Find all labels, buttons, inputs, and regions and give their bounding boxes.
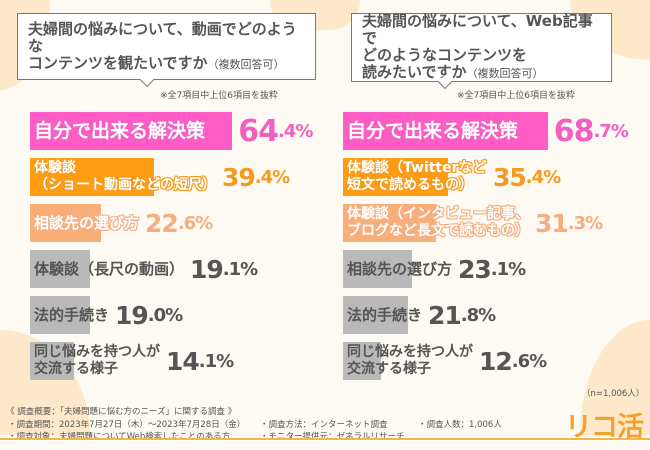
value-label: 19.0% [115,300,183,330]
bar-row: 体験談 （ショート動画などの短尺） 39.4% [30,158,290,196]
value-label: 39.4% [222,162,290,192]
value-label: 23.1% [458,254,526,284]
bar-row: 体験談（インタビュー記事、 ブログなど長文で読むもの） 31.3% [343,204,603,242]
category-label: 相談先の選び方 [34,213,140,232]
footer-title: 《 調査概要：「夫婦問題に悩む方のニーズ」に関する調査 》 [6,407,237,417]
value-label: 35.4% [493,162,561,192]
bar [343,342,381,380]
value-label: 31.3% [535,208,603,238]
footer-line [0,438,650,440]
category-label: 同じ悩みを持つ人が 交流する様子 [34,344,160,377]
bar [343,158,449,196]
bar-row: 体験談（Twitterなど 短文で読めるもの） 35.4% [343,158,561,196]
question-note: （複数回答可） [207,57,285,71]
bar-row: 相談先の選び方 23.1% [343,250,526,288]
category-label: 自分で出来る解決策 [34,119,206,142]
category-label: 体験談（長尺の動画） [34,259,185,278]
bar [30,112,233,150]
bar [30,204,101,242]
question-box-left: 夫婦間の悩みについて、動画でどのような コンテンツを観たいですか（複数回答可） [17,13,316,80]
bar-row: 自分で出来る解決策 68.7% [343,112,629,150]
bar [30,342,75,380]
category-label: 自分で出来る解決策 [347,119,519,142]
category-label: 相談先の選び方 [347,259,453,278]
bar-row: 法的手続き 19.0% [30,296,183,334]
question-line: 夫婦間の悩みについて、Web記事で [362,12,593,47]
bar-row: 体験談（長尺の動画） 19.1% [30,250,258,288]
footer-provider: ・モニター提供元：ゼネラルリサーチ [260,432,405,442]
question-line: どのようなコンテンツを [362,46,528,64]
category-label: 体験談（インタビュー記事、 ブログなど長文で読むもの） [347,206,529,239]
sample-size: （n=1,006人） [582,389,645,399]
logo: リコ活 [565,412,644,443]
bar-row: 相談先の選び方 22.6% [30,204,213,242]
category-label: 同じ悩みを持つ人が 交流する様子 [347,344,473,377]
value-label: 12.6% [479,346,547,376]
category-label: 体験談 （ショート動画などの短尺） [34,160,216,193]
value-label: 14.1% [166,346,234,376]
bar-row: 法的手続き 21.8% [343,296,496,334]
question-line: コンテンツを観たいですか [28,53,208,72]
value-label: 68.7% [553,113,629,149]
bar [343,112,548,150]
category-label: 法的手続き [34,305,110,324]
value-label: 21.8% [428,300,496,330]
category-label: 体験談（Twitterなど 短文で読めるもの） [347,160,487,193]
question-box-right: 夫婦間の悩みについて、Web記事で どのようなコンテンツを 読みたいですか（複数… [351,13,612,82]
bar [30,158,154,196]
value-label: 22.6% [145,208,213,238]
category-label: 法的手続き [347,305,423,324]
bar-row: 自分で出来る解決策 64.4% [30,112,313,150]
question-note: （複数回答可） [466,67,544,80]
value-label: 19.1% [190,254,258,284]
footer-target: ・調査対象：夫婦問題についてWeb検索したことのある方 [8,432,231,442]
question-line: 読みたいですか [362,63,467,81]
note-right: ※全7項目中上位6項目を抜粋 [457,91,575,101]
note-left: ※全7項目中上位6項目を抜粋 [160,91,278,101]
bar [30,296,90,334]
bar-row: 同じ悩みを持つ人が 交流する様子 12.6% [343,342,547,380]
bar [30,250,90,288]
bar [343,296,408,334]
footer-method: ・調査方法：インターネット調査 [260,420,388,430]
value-label: 64.4% [238,113,313,149]
footer-period: ・調査期間：2023年7月27日（木）～2023年7月28日（金） [8,420,246,430]
bar [343,250,412,288]
bar [343,204,437,242]
question-line: 夫婦間の悩みについて、動画でどのような [28,19,297,55]
footer-count: ・調査人数：1,006人 [418,420,502,430]
bar-row: 同じ悩みを持つ人が 交流する様子 14.1% [30,342,234,380]
